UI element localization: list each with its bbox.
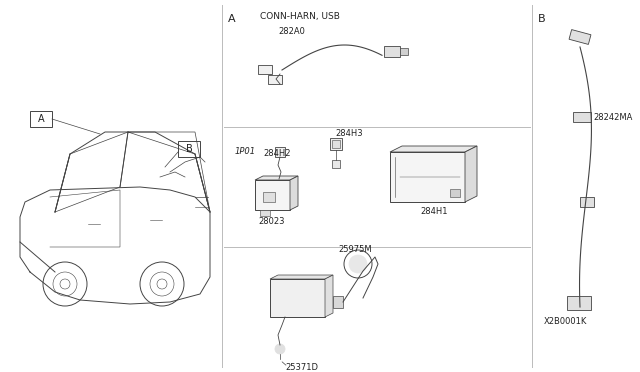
Text: 284H1: 284H1 — [420, 208, 447, 217]
Text: 284H3: 284H3 — [335, 129, 363, 138]
Bar — [390, 152, 465, 202]
Text: B: B — [186, 144, 193, 154]
Bar — [580, 197, 594, 207]
Polygon shape — [465, 146, 477, 202]
Text: 28023: 28023 — [258, 218, 285, 227]
Text: A: A — [228, 14, 236, 24]
Text: CONN-HARN, USB: CONN-HARN, USB — [260, 13, 340, 22]
Polygon shape — [390, 146, 477, 152]
Text: 25371D: 25371D — [285, 362, 318, 372]
Bar — [569, 30, 591, 44]
Circle shape — [349, 255, 367, 273]
Bar — [330, 138, 342, 150]
Polygon shape — [325, 275, 333, 317]
Bar — [275, 147, 285, 157]
Bar — [450, 189, 460, 197]
Bar — [255, 180, 290, 210]
Bar — [270, 279, 325, 317]
Polygon shape — [270, 275, 333, 279]
Polygon shape — [255, 176, 298, 180]
Bar — [400, 48, 408, 55]
Bar — [260, 210, 270, 216]
Text: X2B0001K: X2B0001K — [543, 317, 587, 327]
Bar — [384, 46, 400, 57]
Bar — [573, 112, 591, 122]
Text: 1P01: 1P01 — [235, 148, 256, 157]
Polygon shape — [290, 176, 298, 210]
Text: 284H2: 284H2 — [263, 150, 291, 158]
Bar — [332, 160, 340, 168]
Text: A: A — [38, 114, 44, 124]
Bar — [273, 179, 285, 187]
Bar — [333, 296, 343, 308]
Circle shape — [275, 344, 285, 354]
Bar — [263, 192, 275, 202]
Bar — [567, 296, 591, 310]
Text: 25975M: 25975M — [338, 244, 372, 253]
Text: B: B — [538, 14, 546, 24]
Bar — [30, 111, 52, 127]
Text: 282A0: 282A0 — [278, 28, 305, 36]
Text: 28242MA: 28242MA — [593, 112, 632, 122]
Bar — [258, 65, 272, 74]
Bar — [332, 140, 340, 148]
Bar — [178, 141, 200, 157]
Bar — [268, 75, 282, 84]
